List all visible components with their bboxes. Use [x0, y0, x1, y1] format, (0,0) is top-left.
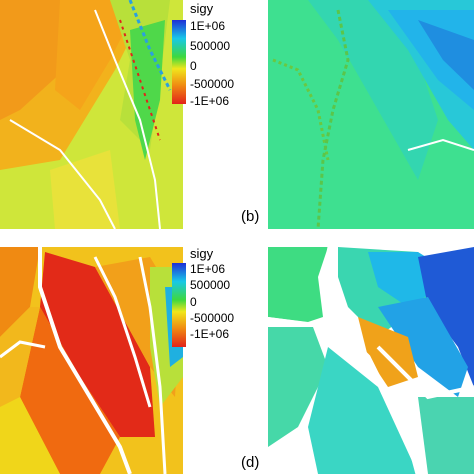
- colorbar: [172, 263, 186, 347]
- legend-title: sigy: [190, 246, 214, 261]
- legend-tick-min: -1E+06: [190, 327, 230, 341]
- legend-tick-min: -1E+06: [190, 94, 230, 108]
- panel-d-stress-field: [268, 247, 474, 474]
- colorbar-legend-bottom: sigy 1E+06 500000 0 -500000 -1E+06: [170, 245, 270, 355]
- panel-label-b: (b): [241, 208, 260, 225]
- legend-tick-500000: 500000: [190, 39, 231, 53]
- panel-label-d: (d): [241, 454, 260, 471]
- legend-title: sigy: [190, 1, 214, 16]
- colorbar: [172, 20, 186, 104]
- legend-tick-500000: 500000: [190, 278, 231, 292]
- legend-tick-zero: 0: [190, 295, 197, 309]
- panel-c-stress-field: [0, 247, 183, 474]
- legend-tick-minus-500000: -500000: [190, 311, 235, 325]
- legend-tick-max: 1E+06: [190, 19, 226, 33]
- legend-tick-max: 1E+06: [190, 262, 226, 276]
- panel-b-stress-field: [268, 0, 474, 229]
- colorbar-legend-top: sigy 1E+06 500000 0 -500000 -1E+06: [170, 0, 270, 110]
- legend-tick-zero: 0: [190, 59, 197, 73]
- legend-tick-minus-500000: -500000: [190, 77, 235, 91]
- panel-a-stress-field: [0, 0, 183, 229]
